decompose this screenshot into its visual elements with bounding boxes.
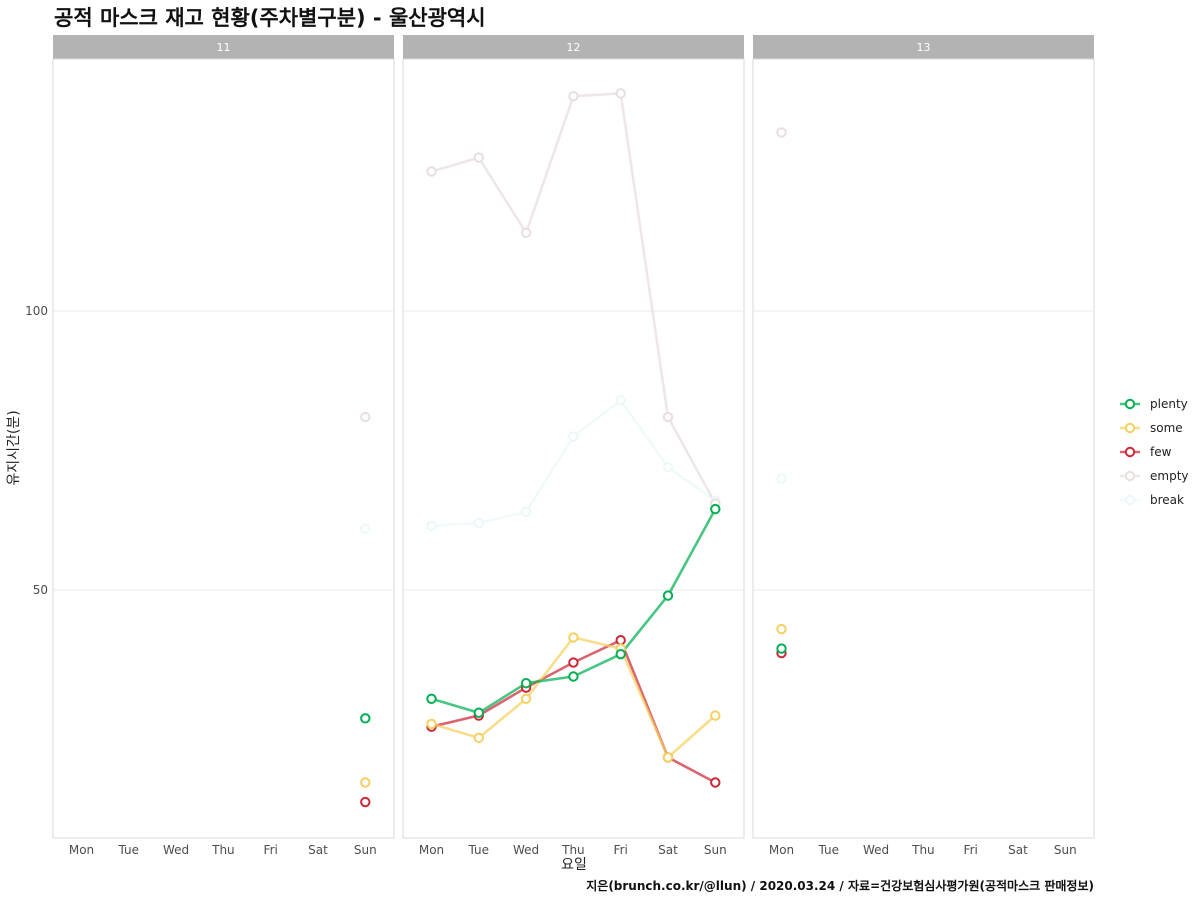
x-tick-label: Sun [354, 843, 377, 857]
legend-key-point [1124, 446, 1136, 458]
facet-panel-11: 11 Mon Tue Wed Thu Fri Sat Sun [52, 35, 395, 857]
x-tick-label: Sat [658, 843, 678, 857]
facet-strip [753, 35, 1094, 59]
data-point-few [360, 796, 371, 808]
x-tick-label: Thu [911, 843, 935, 857]
data-point-plenty [360, 713, 371, 724]
legend-label: break [1150, 493, 1184, 507]
x-tick-label: Fri [614, 843, 628, 857]
x-tick-label: Mon [69, 843, 94, 857]
data-point-empty [360, 411, 371, 423]
data-point-some [426, 718, 437, 730]
legend-item-few: few [1120, 445, 1172, 459]
legend-item-plenty: plenty [1120, 397, 1188, 411]
data-point-some [520, 693, 532, 705]
data-point-empty [568, 90, 579, 102]
data-point-plenty [710, 503, 721, 515]
legend-label: empty [1150, 469, 1189, 483]
data-point-empty [473, 152, 484, 163]
x-tick-label: Sat [308, 843, 328, 857]
data-point-break [615, 395, 626, 406]
legend-key-point [1124, 422, 1136, 434]
data-point-break [776, 473, 787, 484]
legend-item-some: some [1120, 421, 1183, 435]
data-point-some [776, 623, 787, 635]
legend-item-empty: empty [1120, 469, 1189, 483]
data-point-empty [520, 227, 532, 239]
data-point-some [473, 732, 484, 744]
x-tick-label: Mon [769, 843, 794, 857]
y-tick-label: 50 [33, 583, 48, 597]
x-tick-label: Fri [264, 843, 278, 857]
panel-background [752, 58, 1095, 839]
data-point-plenty [568, 671, 579, 682]
data-point-some [568, 632, 579, 643]
data-point-empty [615, 88, 626, 99]
x-tick-label: Tue [468, 843, 490, 857]
x-tick-label: Sat [1008, 843, 1028, 857]
data-point-plenty [426, 693, 437, 705]
legend-key-point [1124, 398, 1136, 410]
data-point-break [473, 517, 484, 529]
x-tick-label: Sun [1054, 843, 1077, 857]
x-tick-label: Wed [863, 843, 889, 857]
facet-strip-label: 13 [917, 41, 931, 54]
chart-caption: 지은(brunch.co.kr/@llun) / 2020.03.24 / 자료… [586, 879, 1094, 893]
x-tick-label: Tue [118, 843, 140, 857]
legend-label: some [1150, 421, 1183, 435]
x-tick-label: Wed [513, 843, 539, 857]
x-tick-label: Thu [211, 843, 235, 857]
x-tick-label: Wed [163, 843, 189, 857]
facet-panel-13: 13 Mon Tue Wed Thu Fri Sat Sun [752, 35, 1095, 857]
data-point-plenty [662, 590, 674, 601]
legend-key-point [1124, 494, 1136, 506]
facet-strip-label: 12 [567, 41, 581, 54]
facet-strip-label: 11 [217, 41, 231, 54]
data-point-plenty [776, 643, 787, 654]
legend-label: plenty [1150, 397, 1188, 411]
facet-strip [53, 35, 394, 59]
data-point-some [710, 710, 721, 721]
data-point-few [710, 777, 721, 788]
data-point-break [662, 462, 674, 473]
data-point-empty [662, 411, 674, 423]
x-tick-label: Sun [704, 843, 727, 857]
data-point-plenty [473, 707, 484, 718]
data-point-few [615, 635, 626, 646]
facet-panels: 50 100 11 Mon Tue Wed Thu Fri Sat Sun 12 Mon Tue Wed T… [25, 35, 1095, 857]
x-tick-label: Mon [419, 843, 444, 857]
y-tick-label: 100 [25, 304, 48, 318]
legend-item-break: break [1120, 493, 1184, 507]
data-point-break [520, 506, 532, 518]
data-point-some [662, 752, 674, 763]
data-point-break [568, 431, 579, 442]
data-point-break [360, 523, 371, 534]
data-point-few [568, 657, 579, 668]
data-point-empty [776, 127, 787, 138]
data-point-some [360, 777, 371, 788]
facet-strip [403, 35, 744, 59]
legend: plenty some few empty break [1120, 397, 1189, 507]
data-point-plenty [520, 677, 532, 689]
facet-panel-12: 12 Mon Tue Wed Thu Fri Sat Sun [402, 35, 745, 857]
x-tick-label: Fri [964, 843, 978, 857]
data-point-empty [426, 166, 437, 177]
panel-background [52, 58, 395, 839]
chart-title: 공적 마스크 재고 현황(주차별구분) - 울산광역시 [54, 6, 486, 30]
legend-key-point [1124, 470, 1136, 482]
x-tick-label: Thu [561, 843, 585, 857]
legend-label: few [1150, 445, 1172, 459]
x-tick-label: Tue [818, 843, 840, 857]
data-point-break [426, 520, 437, 532]
x-axis-title: 요일 [561, 857, 587, 873]
data-point-plenty [615, 648, 626, 660]
y-axis-title: 유지시간(분) [6, 410, 22, 485]
